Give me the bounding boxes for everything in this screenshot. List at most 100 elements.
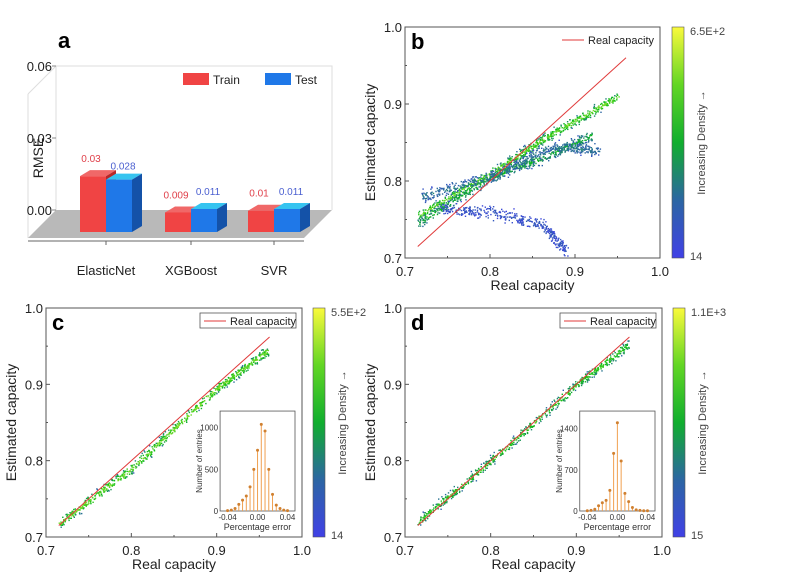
scatter-point xyxy=(542,221,544,224)
scatter-point xyxy=(469,193,471,196)
scatter-point xyxy=(124,472,126,474)
scatter-point xyxy=(504,216,506,218)
scatter-point xyxy=(486,461,489,463)
scatter-point xyxy=(621,355,623,357)
legend-box xyxy=(199,312,297,329)
scatter-point xyxy=(237,369,240,371)
scatter-point xyxy=(535,152,537,154)
scatter-point xyxy=(458,198,460,200)
scatter-point xyxy=(490,171,492,173)
scatter-point xyxy=(124,470,127,472)
scatter-point xyxy=(569,145,571,147)
scatter-point xyxy=(555,244,557,246)
scatter-point xyxy=(437,195,439,197)
scatter-point xyxy=(518,169,521,172)
scatter-point xyxy=(494,209,497,212)
y-tick-label: 0.7 xyxy=(384,251,402,266)
scatter-point xyxy=(490,209,492,211)
scatter-point xyxy=(527,157,529,159)
scatter-point xyxy=(572,120,574,122)
scatter-point xyxy=(422,188,424,190)
scatter-point xyxy=(545,227,547,229)
scatter-point xyxy=(578,140,580,142)
scatter-point xyxy=(492,208,494,210)
scatter-point xyxy=(516,151,518,153)
scatter-point xyxy=(200,407,203,410)
scatter-point xyxy=(579,141,581,144)
scatter-point xyxy=(547,138,549,140)
scatter-point xyxy=(437,508,439,510)
scatter-point xyxy=(540,224,542,226)
scatter-point xyxy=(78,512,81,514)
scatter-point xyxy=(439,187,441,189)
scatter-point xyxy=(439,205,442,208)
scatter-point xyxy=(152,448,154,450)
scatter-point xyxy=(497,174,499,176)
scatter-point xyxy=(441,207,444,210)
scatter-point xyxy=(588,147,590,149)
scatter-point xyxy=(486,173,488,176)
scatter-point xyxy=(144,457,147,459)
scatter-point xyxy=(598,154,600,156)
scatter-point xyxy=(260,359,262,361)
scatter-point xyxy=(519,158,522,161)
scatter-point xyxy=(558,243,560,245)
scatter-point xyxy=(481,174,483,176)
scatter-point xyxy=(464,186,467,189)
scatter-point xyxy=(541,415,543,418)
scatter-point xyxy=(520,219,522,221)
scatter-point xyxy=(439,212,441,214)
scatter-point xyxy=(103,488,105,491)
scatter-point xyxy=(186,413,188,415)
scatter-point xyxy=(504,169,506,171)
scatter-point xyxy=(168,432,171,434)
x-tick-label: 0.7 xyxy=(396,264,414,279)
scatter-point xyxy=(178,422,180,424)
scatter-point xyxy=(489,179,491,181)
scatter-point xyxy=(503,168,506,170)
scatter-point xyxy=(538,159,540,162)
scatter-point xyxy=(548,229,550,231)
scatter-point xyxy=(535,220,537,222)
scatter-point xyxy=(539,154,542,156)
scatter-point xyxy=(580,148,582,150)
scatter-point xyxy=(205,402,207,405)
scatter-point xyxy=(589,110,591,113)
scatter-point xyxy=(529,146,531,148)
scatter-point xyxy=(591,368,594,370)
scatter-point xyxy=(236,374,239,376)
scatter-point xyxy=(471,176,474,178)
scatter-point xyxy=(174,430,176,433)
scatter-point xyxy=(573,147,575,149)
scatter-point xyxy=(141,462,143,464)
scatter-point xyxy=(512,168,514,170)
scatter-point xyxy=(100,488,103,490)
scatter-point xyxy=(499,174,501,176)
scatter-point xyxy=(455,191,457,194)
scatter-point xyxy=(121,473,123,476)
scatter-point xyxy=(590,373,592,375)
scatter-point xyxy=(254,362,257,365)
scatter-point xyxy=(100,492,102,494)
scatter-point xyxy=(546,136,549,138)
scatter-point xyxy=(547,145,550,148)
scatter-point xyxy=(615,95,618,98)
scatter-point xyxy=(541,139,543,141)
scatter-point xyxy=(447,212,449,215)
scatter-point xyxy=(567,123,569,125)
scatter-point xyxy=(593,370,596,372)
scatter-point xyxy=(499,173,501,175)
scatter-point xyxy=(142,458,145,460)
scatter-point xyxy=(139,460,141,462)
scatter-point xyxy=(465,191,467,194)
scatter-point xyxy=(609,358,611,361)
scatter-point xyxy=(506,216,508,218)
scatter-point xyxy=(535,142,537,144)
scatter-point xyxy=(546,228,548,230)
scatter-point xyxy=(493,459,495,462)
scatter-point xyxy=(485,465,487,467)
scatter-point xyxy=(588,138,590,140)
scatter-point xyxy=(476,183,479,185)
scatter-point xyxy=(459,209,461,211)
scatter-point xyxy=(458,189,460,192)
